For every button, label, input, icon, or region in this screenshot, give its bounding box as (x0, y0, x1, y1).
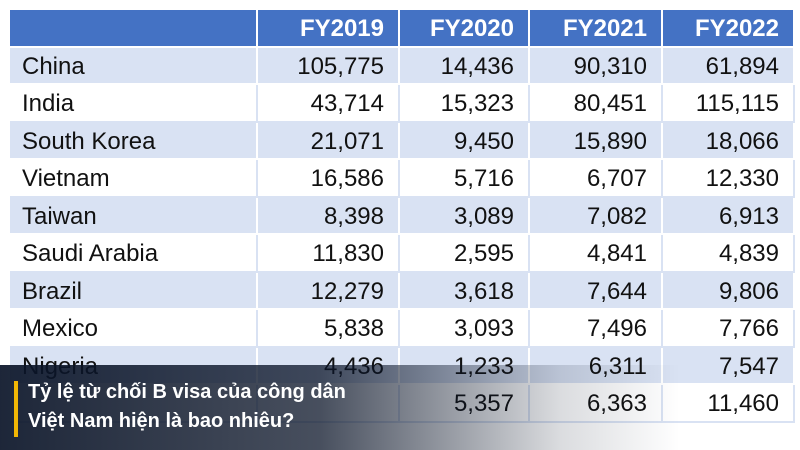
value-cell: 43,714 (258, 85, 400, 123)
row-label: South Korea (10, 122, 258, 160)
value-cell: 2,595 (400, 235, 530, 273)
value-cell: 105,775 (258, 47, 400, 85)
value-cell: 7,644 (530, 272, 663, 310)
row-label: Vietnam (10, 160, 258, 198)
value-cell: 7,496 (530, 310, 663, 348)
caption-line: Tỷ lệ từ chối B visa của công dân (28, 381, 346, 403)
row-label: China (10, 47, 258, 85)
value-cell: 115,115 (663, 85, 795, 123)
value-cell: 14,436 (400, 47, 530, 85)
value-cell: 5,716 (400, 160, 530, 198)
value-cell: 15,890 (530, 122, 663, 160)
value-cell: 21,071 (258, 122, 400, 160)
value-cell: 4,839 (663, 235, 795, 273)
header-cell (10, 10, 258, 48)
value-cell: 90,310 (530, 47, 663, 85)
value-cell: 4,841 (530, 235, 663, 273)
value-cell: 3,093 (400, 310, 530, 348)
value-cell: 16,586 (258, 160, 400, 198)
caption-overlay (0, 365, 800, 450)
value-cell: 7,082 (530, 197, 663, 235)
row-label: Taiwan (10, 197, 258, 235)
row-label: Mexico (10, 310, 258, 348)
row-label: Brazil (10, 272, 258, 310)
value-cell: 12,279 (258, 272, 400, 310)
header-cell: FY2019 (258, 10, 400, 48)
value-cell: 80,451 (530, 85, 663, 123)
row-label: India (10, 85, 258, 123)
value-cell: 6,913 (663, 197, 795, 235)
value-cell: 61,894 (663, 47, 795, 85)
header-cell: FY2021 (530, 10, 663, 48)
value-cell: 5,838 (258, 310, 400, 348)
value-cell: 9,806 (663, 272, 795, 310)
value-cell: 7,766 (663, 310, 795, 348)
value-cell: 11,830 (258, 235, 400, 273)
value-cell: 9,450 (400, 122, 530, 160)
value-cell: 15,323 (400, 85, 530, 123)
value-cell: 3,618 (400, 272, 530, 310)
value-cell: 8,398 (258, 197, 400, 235)
row-label: Saudi Arabia (10, 235, 258, 273)
header-cell: FY2020 (400, 10, 530, 48)
value-cell: 18,066 (663, 122, 795, 160)
value-cell: 6,707 (530, 160, 663, 198)
caption-line: Việt Nam hiện là bao nhiêu? (28, 410, 295, 432)
value-cell: 12,330 (663, 160, 795, 198)
caption-accent (14, 381, 18, 437)
header-cell: FY2022 (663, 10, 795, 48)
value-cell: 3,089 (400, 197, 530, 235)
